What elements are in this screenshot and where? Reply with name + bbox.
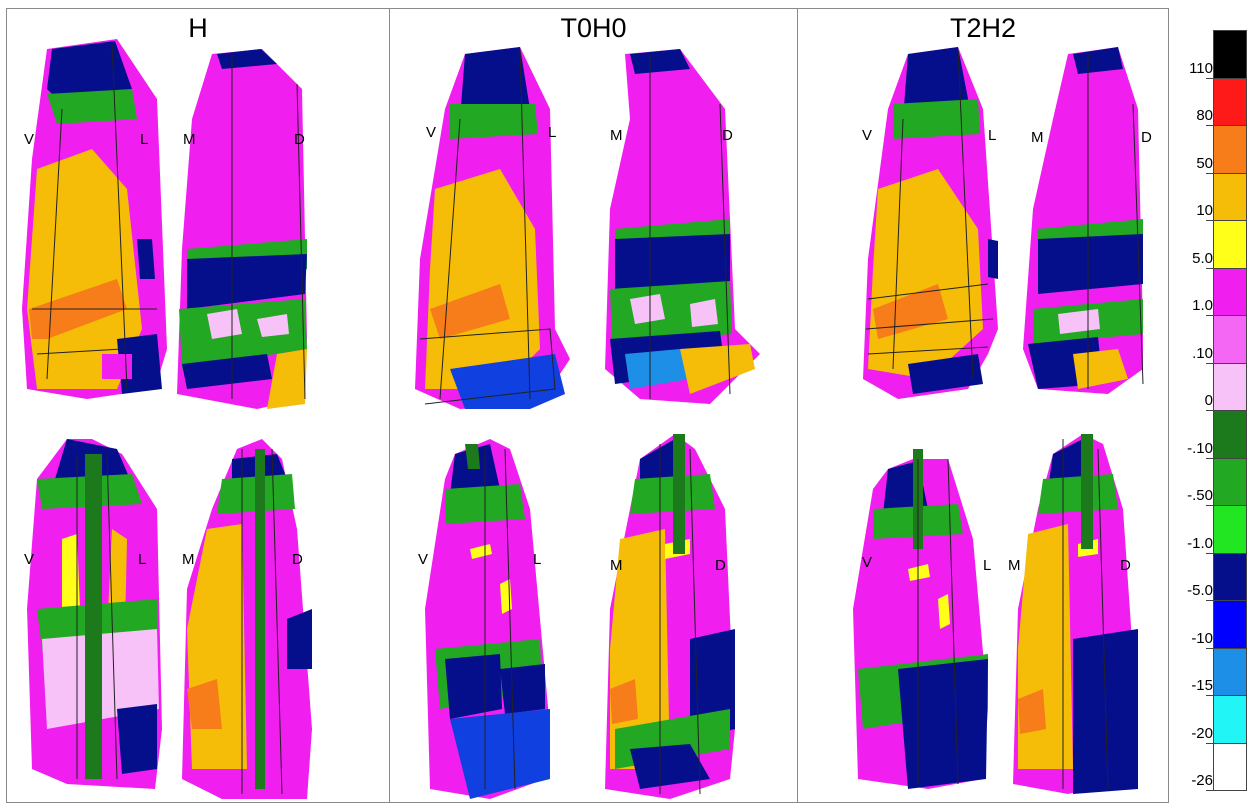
- legend-swatch: [1213, 410, 1247, 459]
- legend-label: 5.0: [1192, 249, 1213, 267]
- legend-tick: [1206, 457, 1213, 459]
- legend-tick: [1206, 410, 1213, 411]
- legend-label: -1.0: [1187, 534, 1213, 552]
- legend-swatch: [1213, 220, 1247, 269]
- legend-swatch: [1213, 362, 1247, 411]
- label-l: L: [983, 557, 992, 574]
- legend-swatch: [1213, 125, 1247, 174]
- label-l: L: [548, 124, 557, 141]
- label-l: L: [988, 127, 997, 144]
- label-m: M: [610, 127, 623, 144]
- legend-label: -.50: [1187, 487, 1213, 504]
- legend-label: .10: [1192, 344, 1213, 362]
- panel-title: T0H0: [560, 13, 627, 43]
- legend-label: -10: [1191, 629, 1213, 647]
- tooth-top-proximal: [1023, 47, 1144, 394]
- tooth-views: [22, 39, 312, 799]
- label-l: L: [140, 131, 149, 148]
- tooth-top-labial: [863, 47, 998, 399]
- legend-swatch: [1213, 30, 1247, 79]
- legend-tick: [1206, 505, 1213, 506]
- legend-tick: [1206, 220, 1213, 221]
- label-d: D: [1120, 557, 1131, 574]
- legend-tick: [1206, 600, 1213, 601]
- label-d: D: [722, 127, 733, 144]
- legend-label: -.10: [1187, 439, 1213, 457]
- label-v: V: [426, 124, 437, 141]
- legend-swatch: [1213, 267, 1247, 316]
- legend-tick: [1206, 790, 1213, 791]
- tooth-bottom-proximal: [605, 434, 735, 799]
- label-d: D: [715, 557, 726, 574]
- panel-title: H: [188, 13, 208, 43]
- legend-tick: [1206, 742, 1213, 744]
- tooth-top-proximal: [177, 49, 307, 409]
- legend-swatch: [1213, 742, 1247, 791]
- legend-swatch: [1213, 457, 1247, 506]
- tooth-bottom-labial: [425, 439, 550, 799]
- label-d: D: [294, 131, 305, 148]
- legend-tick: [1206, 362, 1213, 364]
- label-m: M: [1031, 129, 1044, 146]
- legend-label: -15: [1191, 677, 1213, 694]
- legend-tick: [1206, 125, 1213, 126]
- label-m: M: [182, 551, 195, 568]
- tooth-bottom-proximal: [1013, 434, 1138, 794]
- tooth-bottom-labial: [27, 439, 162, 789]
- label-v: V: [24, 551, 35, 568]
- color-legend: 110 80 50 10 5.0 1.0 .10 0 -.10 -.50 -1.0 -5.0 -10 -1…: [1170, 8, 1251, 803]
- legend-label: -5.0: [1187, 582, 1213, 599]
- panel-t0h0: T0H0: [389, 8, 798, 803]
- label-l: L: [533, 551, 542, 568]
- legend-tick: [1206, 695, 1213, 696]
- legend-swatch: [1213, 315, 1247, 364]
- tooth-top-labial: [22, 39, 167, 399]
- label-m: M: [610, 557, 623, 574]
- panel-t2h2: T2H2: [797, 8, 1169, 803]
- tooth-bottom-labial: [853, 449, 988, 789]
- panel-title: T2H2: [949, 13, 1017, 43]
- legend-label: 80: [1196, 107, 1213, 124]
- label-l: L: [138, 551, 147, 568]
- panel-h: H: [6, 8, 390, 803]
- legend-label: -26: [1191, 772, 1213, 789]
- legend-tick: [1206, 647, 1213, 649]
- tooth-top-labial: [415, 47, 570, 409]
- label-v: V: [862, 127, 873, 144]
- legend-swatch: [1213, 77, 1247, 126]
- label-d: D: [292, 551, 303, 568]
- legend-label: -20: [1191, 724, 1213, 742]
- legend-swatch: [1213, 505, 1247, 554]
- label-m: M: [1008, 557, 1021, 574]
- tooth-views: [853, 47, 1144, 794]
- legend-label: 50: [1196, 154, 1213, 172]
- label-m: M: [183, 131, 196, 148]
- label-v: V: [24, 131, 35, 148]
- label-d: D: [1141, 129, 1152, 146]
- legend-swatch: [1213, 600, 1247, 649]
- legend-label: 10: [1196, 202, 1213, 219]
- legend-swatch: [1213, 695, 1247, 744]
- legend-swatch: [1213, 172, 1247, 221]
- legend-label: 0: [1204, 392, 1213, 409]
- legend-label: 110: [1189, 59, 1213, 77]
- legend-tick: [1206, 552, 1213, 554]
- tooth-bottom-proximal: [182, 439, 312, 799]
- legend-tick: [1206, 315, 1213, 316]
- legend-tick: [1206, 172, 1213, 174]
- label-v: V: [862, 554, 873, 571]
- legend-tick: [1206, 267, 1213, 269]
- legend-swatch: [1213, 647, 1247, 696]
- label-v: V: [418, 551, 429, 568]
- tooth-top-proximal: [605, 49, 760, 404]
- legend-label: 1.0: [1192, 297, 1213, 314]
- tooth-views: [415, 47, 760, 799]
- legend-tick: [1206, 77, 1213, 79]
- legend-swatch: [1213, 552, 1247, 601]
